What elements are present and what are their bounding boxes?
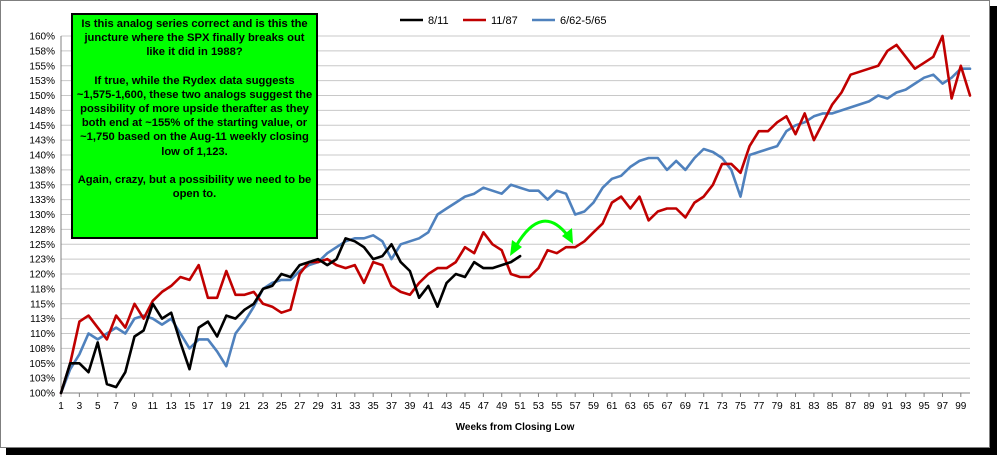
x-tick-label: 47 <box>478 401 490 412</box>
x-tick-label: 43 <box>441 401 453 412</box>
x-tick-label: 83 <box>808 401 820 412</box>
x-tick-label: 57 <box>570 401 582 412</box>
x-tick-label: 81 <box>790 401 802 412</box>
y-tick-label: 150% <box>29 91 55 102</box>
y-tick-label: 110% <box>30 329 55 340</box>
x-tick-label: 25 <box>276 401 288 412</box>
x-tick-label: 99 <box>955 401 967 412</box>
x-tick-label: 85 <box>827 401 839 412</box>
y-tick-label: 148% <box>29 106 55 117</box>
annotation-box: Is this analog series correct and is thi… <box>71 13 318 239</box>
x-tick-label: 95 <box>919 401 931 412</box>
x-tick-label: 33 <box>349 401 361 412</box>
x-tick-label: 49 <box>496 401 508 412</box>
x-tick-label: 1 <box>58 401 64 412</box>
series-line-6-62-5-65 <box>59 67 972 395</box>
x-tick-label: 61 <box>606 401 618 412</box>
x-tick-label: 51 <box>515 401 527 412</box>
x-tick-label: 93 <box>900 401 912 412</box>
x-tick-label: 15 <box>184 401 196 412</box>
legend: 8/11 11/87 6/62-5/65 <box>400 15 606 27</box>
annotation-paragraph-3: Again, crazy, but a possibility we need … <box>77 173 312 201</box>
curved-arrow-head-left <box>510 240 522 256</box>
x-tick-label: 31 <box>331 401 343 412</box>
legend-label-11-87: 11/87 <box>491 15 518 27</box>
x-tick-label: 5 <box>95 401 101 412</box>
curved-arrow-shaft <box>514 219 570 247</box>
legend-label-6-62-5-65: 6/62-5/65 <box>560 15 606 27</box>
annotation-paragraph-2: If true, while the Rydex data suggests ~… <box>76 74 313 158</box>
x-tick-label: 55 <box>551 401 563 412</box>
x-tick-label: 19 <box>221 401 233 412</box>
axes <box>60 36 970 397</box>
y-tick-label: 155% <box>29 61 55 72</box>
x-tick-label: 79 <box>772 401 784 412</box>
x-tick-label: 3 <box>77 401 83 412</box>
y-tick-label: 108% <box>29 344 55 355</box>
y-tick-label: 133% <box>29 195 55 206</box>
legend-label-8-11: 8/11 <box>428 15 449 27</box>
x-tick-label: 41 <box>423 401 435 412</box>
y-tick-label: 100% <box>29 389 55 400</box>
y-tick-label: 153% <box>29 76 55 87</box>
y-tick-label: 128% <box>29 225 55 236</box>
y-tick-label: 103% <box>29 374 55 385</box>
x-axis-tick-labels: 1 3 5 7 9 11 13 15 17 19 21 23 25 27 29 31 33 35 37 39 41 43 4… <box>58 401 967 412</box>
x-tick-label: 9 <box>132 401 138 412</box>
y-tick-label: 135% <box>29 180 55 191</box>
series-lines <box>59 34 972 395</box>
y-tick-label: 158% <box>29 46 55 57</box>
y-tick-label: 130% <box>29 210 55 221</box>
x-tick-label: 37 <box>386 401 398 412</box>
frame-shadow-right <box>990 6 997 455</box>
x-axis-title: Weeks from Closing Low <box>456 422 575 433</box>
x-tick-label: 75 <box>735 401 747 412</box>
x-tick-label: 21 <box>239 401 251 412</box>
x-tick-label: 63 <box>625 401 637 412</box>
x-tick-label: 73 <box>717 401 729 412</box>
x-tick-label: 97 <box>937 401 949 412</box>
x-tick-label: 29 <box>313 401 325 412</box>
y-tick-label: 125% <box>29 240 55 251</box>
x-tick-label: 53 <box>533 401 545 412</box>
x-tick-label: 45 <box>459 401 471 412</box>
x-tick-label: 67 <box>661 401 673 412</box>
y-tick-label: 138% <box>29 165 55 176</box>
x-tick-label: 77 <box>753 401 765 412</box>
x-tick-label: 91 <box>882 401 894 412</box>
x-tick-label: 59 <box>588 401 600 412</box>
x-tick-label: 23 <box>257 401 269 412</box>
frame-shadow-bottom <box>6 448 997 455</box>
y-axis-tick-labels: 100% 103% 105% 108% 110% 113% 115% 118% 120% 123%… <box>29 32 55 400</box>
series-line-11-87 <box>59 34 972 395</box>
y-tick-label: 105% <box>29 359 55 370</box>
annotation-paragraph-1: Is this analog series correct and is thi… <box>81 18 308 59</box>
curved-arrow-head-right <box>562 228 573 244</box>
y-tick-label: 115% <box>30 299 55 310</box>
y-tick-label: 145% <box>29 121 55 132</box>
x-tick-label: 17 <box>202 401 214 412</box>
y-tick-label: 120% <box>29 270 55 281</box>
y-tick-label: 160% <box>29 32 55 43</box>
x-tick-label: 87 <box>845 401 857 412</box>
x-tick-label: 69 <box>680 401 692 412</box>
y-tick-label: 143% <box>29 136 55 147</box>
y-tick-label: 113% <box>30 314 55 325</box>
y-tick-label: 118% <box>30 284 55 295</box>
x-tick-label: 13 <box>166 401 178 412</box>
series-line-8-11 <box>59 237 522 395</box>
x-tick-label: 89 <box>863 401 875 412</box>
y-tick-label: 123% <box>29 255 55 266</box>
x-tick-label: 39 <box>404 401 416 412</box>
x-tick-label: 27 <box>294 401 306 412</box>
x-tick-label: 71 <box>698 401 710 412</box>
x-tick-label: 35 <box>368 401 380 412</box>
x-tick-label: 7 <box>113 401 119 412</box>
x-tick-label: 65 <box>643 401 655 412</box>
curved-arrow <box>510 219 573 256</box>
y-tick-label: 140% <box>29 151 55 162</box>
x-tick-label: 11 <box>148 401 159 412</box>
